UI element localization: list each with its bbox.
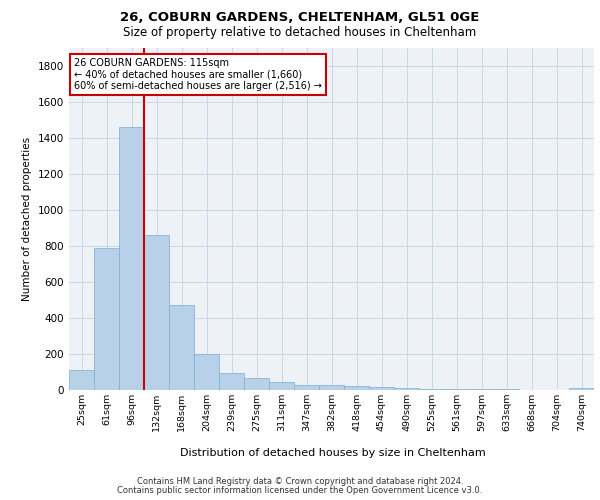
Text: Size of property relative to detached houses in Cheltenham: Size of property relative to detached ho… (124, 26, 476, 39)
Bar (169, 306, 194, 390)
Bar (319, 386, 344, 390)
Y-axis label: Number of detached properties: Number of detached properties (22, 136, 32, 301)
Bar (69, 370, 94, 390)
Text: 26 COBURN GARDENS: 115sqm
← 40% of detached houses are smaller (1,660)
60% of se: 26 COBURN GARDENS: 115sqm ← 40% of detac… (74, 58, 322, 91)
Text: Contains public sector information licensed under the Open Government Licence v3: Contains public sector information licen… (118, 486, 482, 495)
Bar (244, 378, 269, 390)
Bar (419, 388, 444, 390)
Text: Contains HM Land Registry data © Crown copyright and database right 2024.: Contains HM Land Registry data © Crown c… (137, 477, 463, 486)
Bar (119, 127, 144, 390)
Bar (269, 382, 294, 390)
Text: Distribution of detached houses by size in Cheltenham: Distribution of detached houses by size … (180, 448, 486, 458)
Bar (219, 373, 244, 390)
Bar (144, 235, 169, 390)
Bar (444, 389, 469, 390)
Bar (194, 354, 219, 390)
Bar (369, 387, 394, 390)
Text: 26, COBURN GARDENS, CHELTENHAM, GL51 0GE: 26, COBURN GARDENS, CHELTENHAM, GL51 0GE (121, 11, 479, 24)
Bar (394, 388, 419, 390)
Bar (94, 248, 119, 390)
Bar (294, 384, 319, 390)
Bar (569, 388, 594, 390)
Bar (344, 386, 369, 390)
